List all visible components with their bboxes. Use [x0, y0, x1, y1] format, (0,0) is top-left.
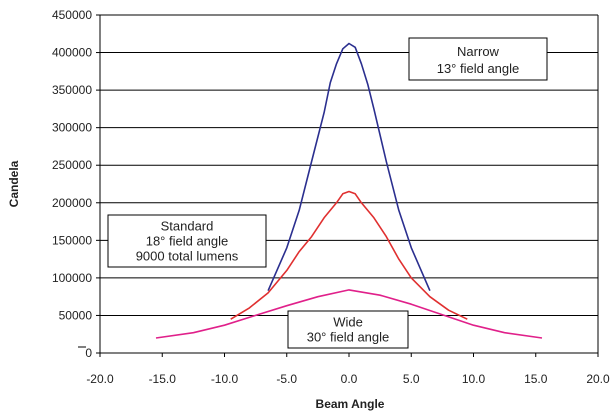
- annotation-line: 18° field angle: [146, 234, 229, 249]
- x-tick-labels: -20.0 -15.0 -10.0 -5.0 0.0 5.0 10.0 15.0 20.0: [86, 353, 610, 386]
- y-tick-label: 300000: [52, 121, 92, 135]
- annotation-line: 9000 total lumens: [136, 249, 239, 264]
- series-line-standard: [230, 190, 468, 320]
- series-line-wide: [155, 289, 543, 339]
- y-tick-label: 150000: [52, 233, 92, 247]
- annotation-box: [107, 214, 267, 268]
- y-tick-label: 400000: [52, 46, 92, 60]
- y-tick-label: 450000: [52, 8, 92, 22]
- series-lines: [155, 42, 543, 339]
- y-tick-label: 350000: [52, 83, 92, 97]
- x-tick-label: 20.0: [586, 372, 610, 386]
- y-tick-label: 50000: [59, 308, 93, 322]
- x-tick-label: 15.0: [524, 372, 548, 386]
- x-tick-label: -20.0: [86, 372, 114, 386]
- annotation-line: Narrow: [457, 44, 500, 59]
- annotation-line: Wide: [333, 315, 363, 330]
- y-tick-label: 250000: [52, 158, 92, 172]
- annotation-box: [408, 37, 548, 81]
- x-tick-label: 10.0: [462, 372, 486, 386]
- x-tick-label: -10.0: [211, 372, 239, 386]
- annotation-box: [287, 310, 409, 349]
- y-tick-label: 200000: [52, 196, 92, 210]
- x-tick-label: -5.0: [276, 372, 297, 386]
- x-tick-label: -15.0: [149, 372, 177, 386]
- annotation-line: 13° field angle: [437, 61, 520, 76]
- annotation-line: 30° field angle: [307, 330, 390, 345]
- x-tick-label: 0.0: [341, 372, 358, 386]
- y-tick-label: 100000: [52, 271, 92, 285]
- y-axis-title: Candela: [7, 160, 21, 207]
- annotation-narrow: Narrow 13° field angle: [408, 37, 548, 81]
- annotation-line: Standard: [161, 219, 214, 234]
- x-tick-label: 5.0: [403, 372, 420, 386]
- y-tick-labels: 0 50000 100000 150000 200000 250000 300000 3500…: [52, 8, 100, 360]
- series-line-narrow: [267, 42, 431, 292]
- x-axis-title: Beam Angle: [316, 397, 385, 411]
- y-tick-label: 0: [85, 346, 92, 360]
